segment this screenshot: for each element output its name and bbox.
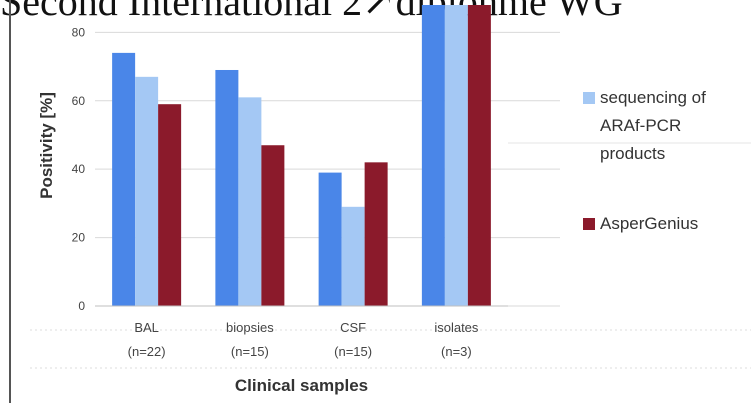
y-tick-label-80: 80 bbox=[72, 25, 86, 39]
y-tick-label-40: 40 bbox=[72, 162, 86, 176]
y-tick-label-60: 60 bbox=[72, 94, 86, 108]
x-tick-label-BAL: BAL bbox=[134, 320, 159, 335]
bar-isolates-series-1 bbox=[421, 5, 445, 306]
x-tick-count-isolates: (n=3) bbox=[441, 344, 472, 359]
bar-BAL-series-1 bbox=[112, 52, 136, 306]
x-tick-count-BAL: (n=22) bbox=[128, 344, 166, 359]
x-axis-title: Clinical samples bbox=[235, 376, 368, 395]
bars bbox=[112, 5, 491, 307]
bar-CSF-series-3 bbox=[364, 162, 388, 306]
page-title: Second International 2↗diplohme WG bbox=[0, 0, 623, 24]
legend-swatch-1 bbox=[583, 92, 595, 104]
y-tick-label-20: 20 bbox=[72, 231, 86, 245]
axes: 0 20 40 60 80 BAL (n=22) biopsies (n=15) CSF (n=15… bbox=[72, 25, 508, 359]
frame-border bbox=[9, 0, 11, 403]
bar-biopsies-series-3 bbox=[261, 145, 285, 306]
bar-biopsies-series-1 bbox=[215, 69, 239, 306]
legend-swatch-2 bbox=[583, 218, 595, 230]
x-tick-count-CSF: (n=15) bbox=[334, 344, 372, 359]
x-tick-label-biopsies: biopsies bbox=[226, 320, 274, 335]
y-axis-title: Positivity [%] bbox=[37, 92, 56, 199]
x-tick-label-isolates: isolates bbox=[434, 320, 479, 335]
bar-isolates-series-3 bbox=[467, 5, 491, 306]
x-tick-count-biopsies: (n=15) bbox=[231, 344, 269, 359]
bar-biopsies-series-2 bbox=[238, 97, 262, 307]
legend-label-1-line-2: ARAf-PCR bbox=[600, 116, 681, 135]
legend: sequencing of ARAf-PCR products AsperGenius bbox=[583, 88, 706, 233]
legend-label-1-line-3: products bbox=[600, 144, 665, 163]
legend-label-1-line-1: sequencing of bbox=[600, 88, 706, 107]
legend-label-2-line-1: AsperGenius bbox=[600, 214, 698, 233]
bar-BAL-series-3 bbox=[158, 104, 182, 307]
bar-BAL-series-2 bbox=[135, 76, 159, 306]
bar-CSF-series-1 bbox=[318, 172, 342, 306]
y-tick-label-0: 0 bbox=[78, 299, 85, 313]
x-tick-label-CSF: CSF bbox=[340, 320, 366, 335]
bar-isolates-series-2 bbox=[444, 5, 468, 306]
bar-CSF-series-2 bbox=[341, 206, 365, 306]
